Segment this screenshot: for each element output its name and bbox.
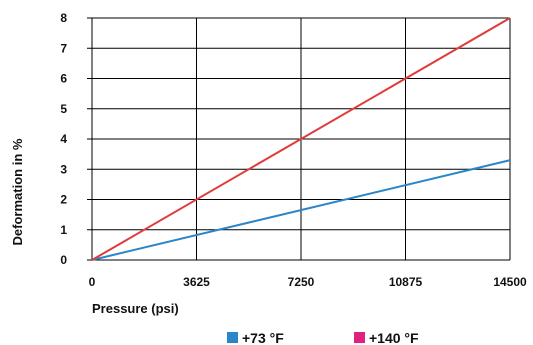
x-tick-label: 14500 bbox=[493, 275, 527, 289]
y-tick-label: 2 bbox=[60, 193, 67, 207]
x-tick-label: 3625 bbox=[183, 275, 210, 289]
y-tick-label: 1 bbox=[60, 223, 67, 237]
series-line-73f bbox=[91, 159, 511, 261]
y-tick-label: 8 bbox=[60, 11, 67, 25]
legend-label-73f: +73 °F bbox=[242, 330, 284, 345]
y-tick-label: 0 bbox=[60, 253, 67, 267]
y-tick-label: 3 bbox=[60, 162, 67, 176]
y-tick-label: 6 bbox=[60, 72, 67, 86]
tick-labels: 0 1 2 3 4 5 6 7 8 0 3625 7250 10875 14500 bbox=[60, 11, 527, 289]
x-axis-label: Pressure (psi) bbox=[92, 301, 179, 316]
x-tick-label: 0 bbox=[89, 275, 96, 289]
y-tick-label: 4 bbox=[60, 132, 67, 146]
x-tick-label: 10875 bbox=[389, 275, 423, 289]
legend-label-140f: +140 °F bbox=[369, 330, 419, 345]
series-line-140f bbox=[91, 17, 511, 261]
y-tick-label: 5 bbox=[60, 102, 67, 116]
x-tick-label: 7250 bbox=[288, 275, 315, 289]
legend-swatch-140f bbox=[354, 332, 365, 343]
series-layer bbox=[91, 17, 511, 261]
legend-swatch-73f bbox=[227, 332, 238, 343]
grid bbox=[87, 17, 511, 261]
legend: +73 °F +140 °F bbox=[227, 330, 419, 345]
y-axis-label: Deformation in % bbox=[10, 138, 25, 245]
y-tick-label: 7 bbox=[60, 41, 67, 55]
